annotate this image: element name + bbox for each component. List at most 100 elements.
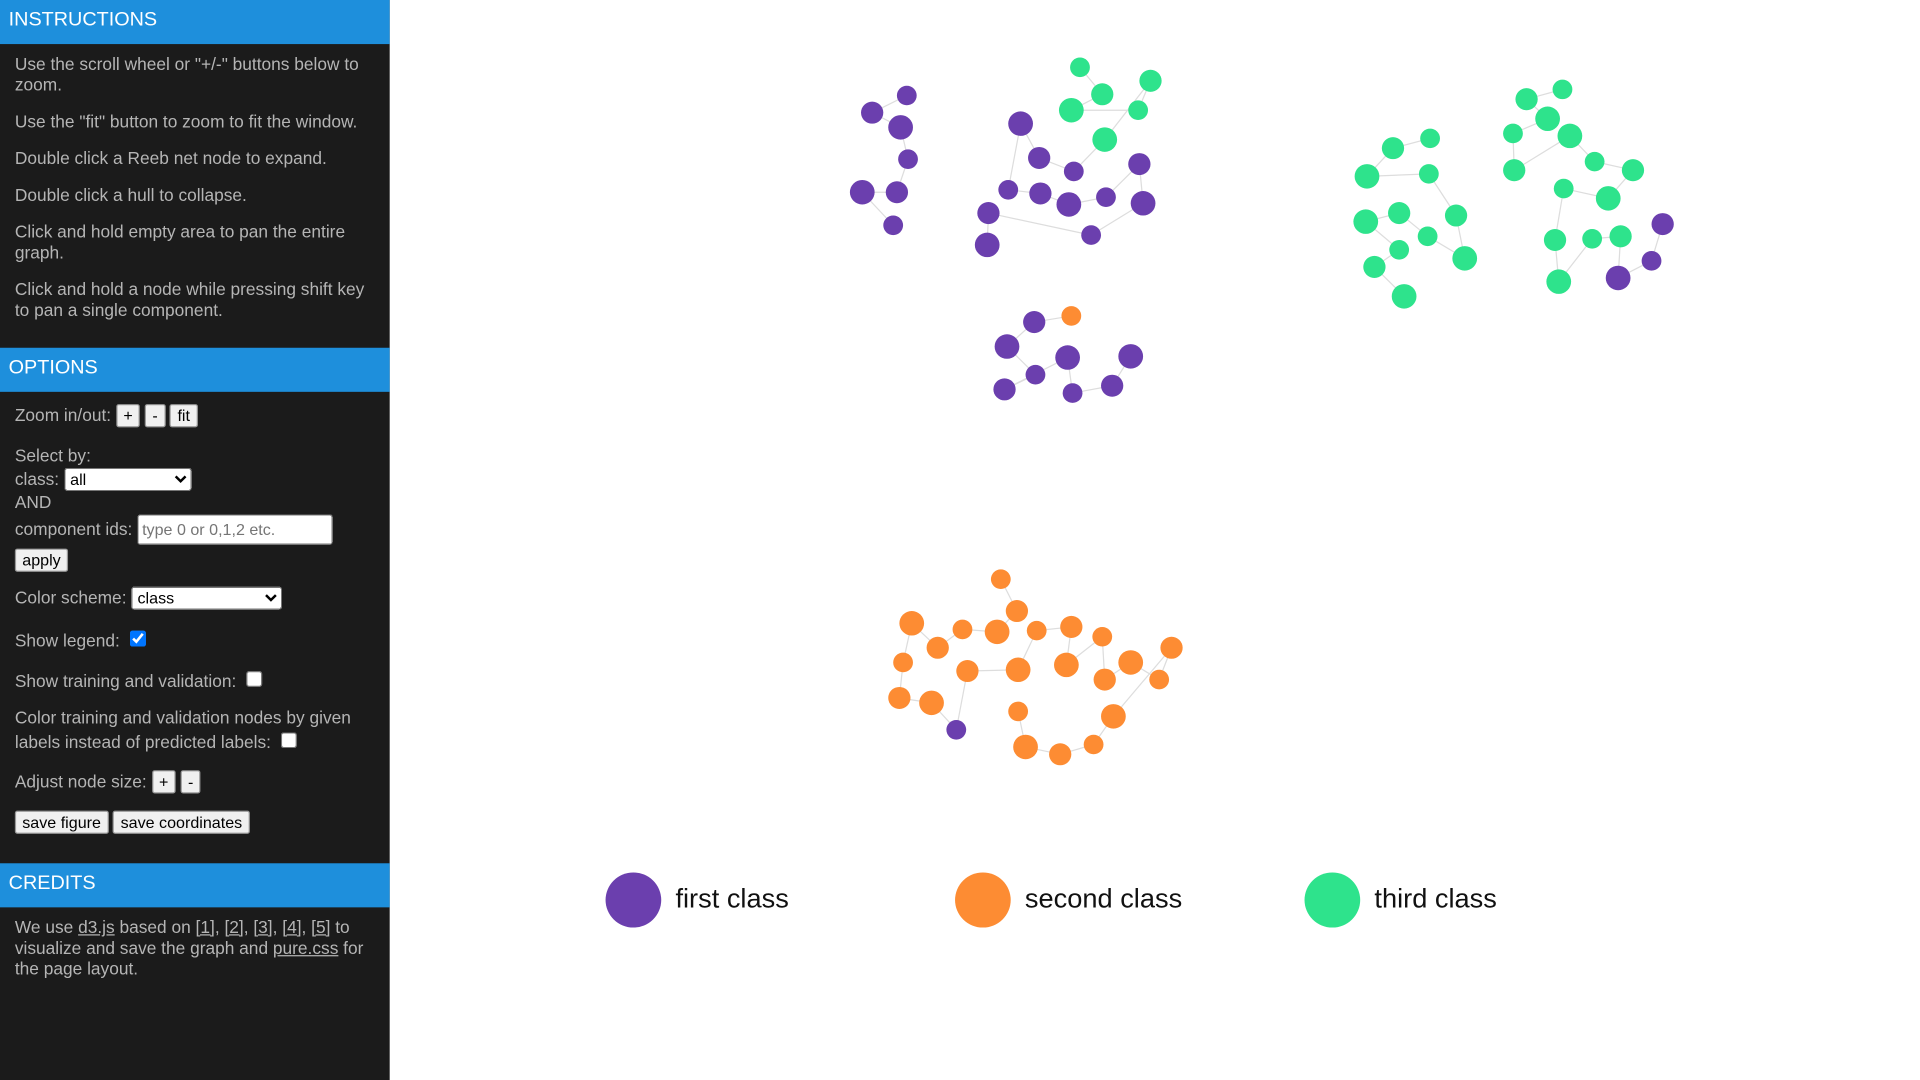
node[interactable] [1092,127,1118,152]
node[interactable] [1092,626,1113,647]
node[interactable] [994,334,1020,359]
node[interactable] [888,115,913,140]
node[interactable] [1418,164,1439,184]
node[interactable] [849,180,875,205]
node[interactable] [1503,123,1523,144]
node[interactable] [1417,226,1438,247]
node[interactable] [1058,97,1084,123]
credit-link[interactable]: [3] [253,917,273,937]
save-figure[interactable]: save figure [14,810,109,834]
zoom-in[interactable]: + [115,404,141,428]
node[interactable] [1546,269,1572,294]
node[interactable] [1128,153,1151,176]
node[interactable] [956,660,979,683]
node[interactable] [1139,69,1162,92]
node[interactable] [1091,83,1114,106]
zoom-fit[interactable]: fit [170,404,198,428]
node[interactable] [952,619,973,640]
training-checkbox[interactable] [246,671,263,687]
node[interactable] [861,101,884,124]
node[interactable] [1005,600,1029,623]
node[interactable] [1096,187,1116,207]
node[interactable] [1118,650,1144,675]
node[interactable] [1049,743,1072,766]
node[interactable] [1101,704,1126,729]
node[interactable] [984,619,1010,645]
node[interactable] [990,569,1011,589]
node[interactable] [1083,734,1104,755]
component-ids-input[interactable] [137,514,333,545]
class-select[interactable]: all [63,467,192,492]
node[interactable] [1503,159,1526,182]
node[interactable] [1452,246,1478,271]
node[interactable] [1093,668,1116,691]
node[interactable] [1056,192,1082,217]
node[interactable] [1420,128,1440,149]
node[interactable] [1354,164,1380,189]
node[interactable] [898,149,918,169]
node[interactable] [1515,88,1538,111]
node[interactable] [1028,146,1051,169]
node[interactable] [899,611,925,636]
node[interactable] [1128,100,1149,121]
node[interactable] [1060,615,1083,638]
color-training-checkbox[interactable] [280,732,297,749]
node[interactable] [1008,701,1029,722]
node[interactable] [974,232,1000,258]
node[interactable] [1381,137,1405,160]
node[interactable] [888,686,911,709]
node[interactable] [1013,734,1038,760]
node[interactable] [1389,240,1410,260]
node[interactable] [1553,178,1574,199]
credit-link[interactable]: [4] [282,917,302,937]
node[interactable] [1388,202,1411,225]
credit-link[interactable]: [1] [195,917,215,937]
node[interactable] [1552,79,1573,100]
node[interactable] [1055,345,1080,370]
node[interactable] [896,85,917,106]
node[interactable] [1651,213,1674,236]
zoom-out[interactable]: - [144,404,166,428]
node[interactable] [926,636,949,659]
node[interactable] [1008,111,1033,136]
node[interactable] [1062,383,1083,403]
node[interactable] [1363,255,1386,278]
node[interactable] [1609,225,1632,248]
legend-checkbox[interactable] [129,630,146,647]
node[interactable] [1061,306,1082,326]
node[interactable] [883,215,904,236]
node[interactable] [1605,265,1631,291]
node[interactable] [1641,251,1662,271]
node[interactable] [993,378,1016,401]
node[interactable] [1054,652,1079,678]
credit-link[interactable]: [2] [224,917,244,937]
node[interactable] [1063,161,1084,182]
node[interactable] [1391,284,1417,309]
credit-link[interactable]: [5] [311,917,331,937]
node[interactable] [1149,669,1170,690]
node[interactable] [1535,106,1560,132]
node-size-up[interactable]: + [151,770,176,794]
node[interactable] [1621,159,1645,182]
color-select[interactable]: class [131,586,283,610]
apply-button[interactable]: apply [14,548,69,572]
node[interactable] [998,180,1019,200]
node[interactable] [885,181,909,204]
credit-link[interactable]: pure.css [272,937,339,958]
node[interactable] [1584,151,1605,172]
node[interactable] [893,652,913,673]
node[interactable] [1023,311,1046,334]
node[interactable] [1160,636,1183,659]
node[interactable] [1595,186,1621,211]
node[interactable] [1005,657,1031,683]
node[interactable] [1029,182,1052,205]
node[interactable] [946,720,967,740]
node[interactable] [1081,225,1102,245]
node[interactable] [977,202,1000,225]
node[interactable] [1557,123,1583,149]
node[interactable] [1543,228,1567,252]
node-size-down[interactable]: - [180,770,201,794]
save-coordinates[interactable]: save coordinates [113,810,250,834]
node[interactable] [1026,620,1047,641]
node[interactable] [919,690,944,716]
